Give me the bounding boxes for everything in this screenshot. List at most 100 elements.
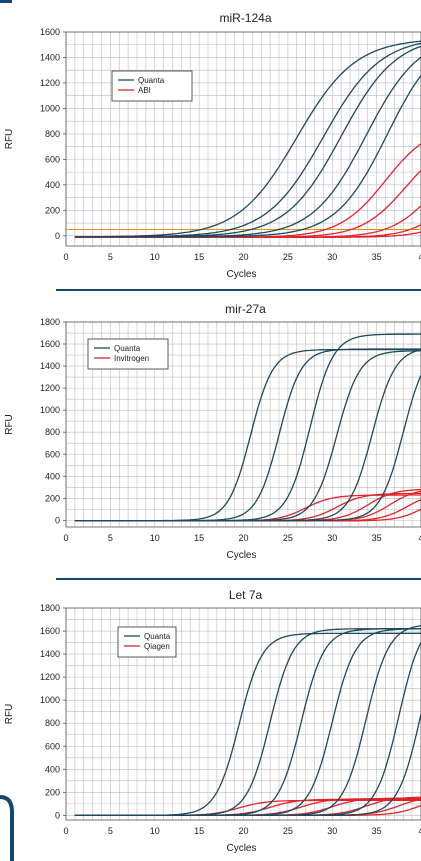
y-tick-label: 1800 [40, 317, 60, 327]
decorative-bracket [0, 795, 14, 861]
x-tick-label: 20 [238, 252, 248, 262]
y-tick-label: 1000 [40, 103, 60, 113]
y-tick-label: 800 [45, 427, 60, 437]
y-tick-label: 400 [45, 471, 60, 481]
y-tick-label: 200 [45, 205, 60, 215]
panel-separator [56, 289, 421, 291]
x-tick-label: 5 [108, 826, 113, 836]
x-tick-label: 30 [327, 252, 337, 262]
grid-lines [65, 31, 421, 246]
y-tick-label: 0 [55, 231, 60, 241]
series-line-quanta-5 [74, 75, 421, 238]
series-line-invitrogen-2 [74, 492, 421, 522]
chart-title: miR-124a [219, 11, 271, 25]
chart-title: mir-27a [225, 302, 266, 316]
chart-panel-2: 0 200 400 600 800 1000 1200 1400 1600 1800 0 5 10 15 2… [4, 302, 421, 561]
x-tick-label: 35 [372, 533, 382, 543]
y-tick-label: 400 [45, 180, 60, 190]
plot-frame [65, 607, 421, 821]
x-axis-label: Cycles [226, 269, 256, 280]
y-axis-label: RFU [4, 129, 15, 150]
y-tick-label: 600 [45, 449, 60, 459]
x-tick-label: 25 [283, 252, 293, 262]
x-tick-label: 35 [372, 252, 382, 262]
x-axis-label: Cycles [226, 550, 256, 561]
x-tick-label: 20 [238, 826, 248, 836]
chart-panel-3: 0 200 400 600 800 1000 1200 1400 1600 1800 0 5 10 15 2… [4, 588, 421, 854]
series-line-quanta-6 [74, 375, 421, 522]
y-tick-label: 800 [45, 129, 60, 139]
x-tick-label: 5 [108, 252, 113, 262]
y-tick-label: 1000 [40, 695, 60, 705]
x-tick-label: 10 [150, 533, 160, 543]
plot-frame [65, 31, 421, 247]
y-tick-label: 1400 [40, 361, 60, 371]
x-tick-label: 4 [418, 252, 421, 262]
y-tick-label: 1600 [40, 27, 60, 37]
legend-entry: Quanta [114, 344, 141, 353]
plot-frame [65, 321, 421, 528]
x-tick-label: 25 [283, 826, 293, 836]
curves [74, 333, 421, 522]
x-tick-label: 4 [418, 533, 421, 543]
y-tick-label: 600 [45, 741, 60, 751]
y-tick-label: 1200 [40, 383, 60, 393]
x-tick-label: 10 [150, 252, 160, 262]
y-tick-label: 1600 [40, 626, 60, 636]
legend-entry: ABI [138, 86, 151, 95]
legend-entry: Quanta [138, 76, 165, 85]
x-tick-label: 20 [238, 533, 248, 543]
y-tick-label: 1400 [40, 52, 60, 62]
series-line-quanta-1 [74, 632, 421, 817]
chart-title: Let 7a [229, 588, 263, 602]
x-tick-label: 30 [327, 826, 337, 836]
x-tick-label: 5 [108, 533, 113, 543]
y-tick-label: 1600 [40, 339, 60, 349]
y-tick-label: 200 [45, 787, 60, 797]
y-tick-label: 600 [45, 154, 60, 164]
x-tick-label: 35 [372, 826, 382, 836]
legend-box [117, 626, 177, 658]
x-tick-label: 0 [63, 533, 68, 543]
legend-entry: Quanta [144, 632, 171, 641]
series-line-invitrogen-3 [74, 488, 421, 522]
x-tick-label: 10 [150, 826, 160, 836]
corner-mark [0, 0, 12, 3]
y-tick-label: 400 [45, 764, 60, 774]
series-line-quanta-7 [74, 713, 421, 817]
y-tick-label: 200 [45, 493, 60, 503]
y-tick-label: 1200 [40, 672, 60, 682]
y-axis-label: RFU [4, 414, 15, 435]
y-tick-label: 0 [55, 515, 60, 525]
legend-box [87, 338, 169, 370]
y-tick-label: 1400 [40, 649, 60, 659]
y-tick-label: 1200 [40, 78, 60, 88]
series-line-invitrogen-1 [74, 494, 421, 522]
x-tick-label: 15 [194, 826, 204, 836]
x-tick-label: 15 [194, 252, 204, 262]
x-axis-label: Cycles [226, 843, 256, 854]
y-tick-label: 1000 [40, 405, 60, 415]
y-tick-label: 800 [45, 718, 60, 728]
panel-separator [56, 578, 421, 580]
chart-panel-1: 0 200 400 600 800 1000 1200 1400 1600 0 5 10 15 20 25 3… [4, 11, 421, 280]
legend-entry: Invitrogen [114, 354, 149, 363]
legend-entry: Qiagen [144, 642, 170, 651]
y-tick-label: 0 [55, 810, 60, 820]
x-tick-label: 30 [327, 533, 337, 543]
series-line-quanta-6 [74, 642, 421, 817]
curves [74, 40, 421, 238]
x-tick-label: 0 [63, 252, 68, 262]
curves [74, 625, 421, 817]
series-line-abi-2 [74, 169, 421, 238]
legend-box [111, 70, 193, 102]
x-tick-label: 0 [63, 826, 68, 836]
x-tick-label: 4 [418, 826, 421, 836]
x-tick-label: 25 [283, 533, 293, 543]
y-axis-label: RFU [4, 704, 15, 725]
y-tick-label: 1800 [40, 603, 60, 613]
